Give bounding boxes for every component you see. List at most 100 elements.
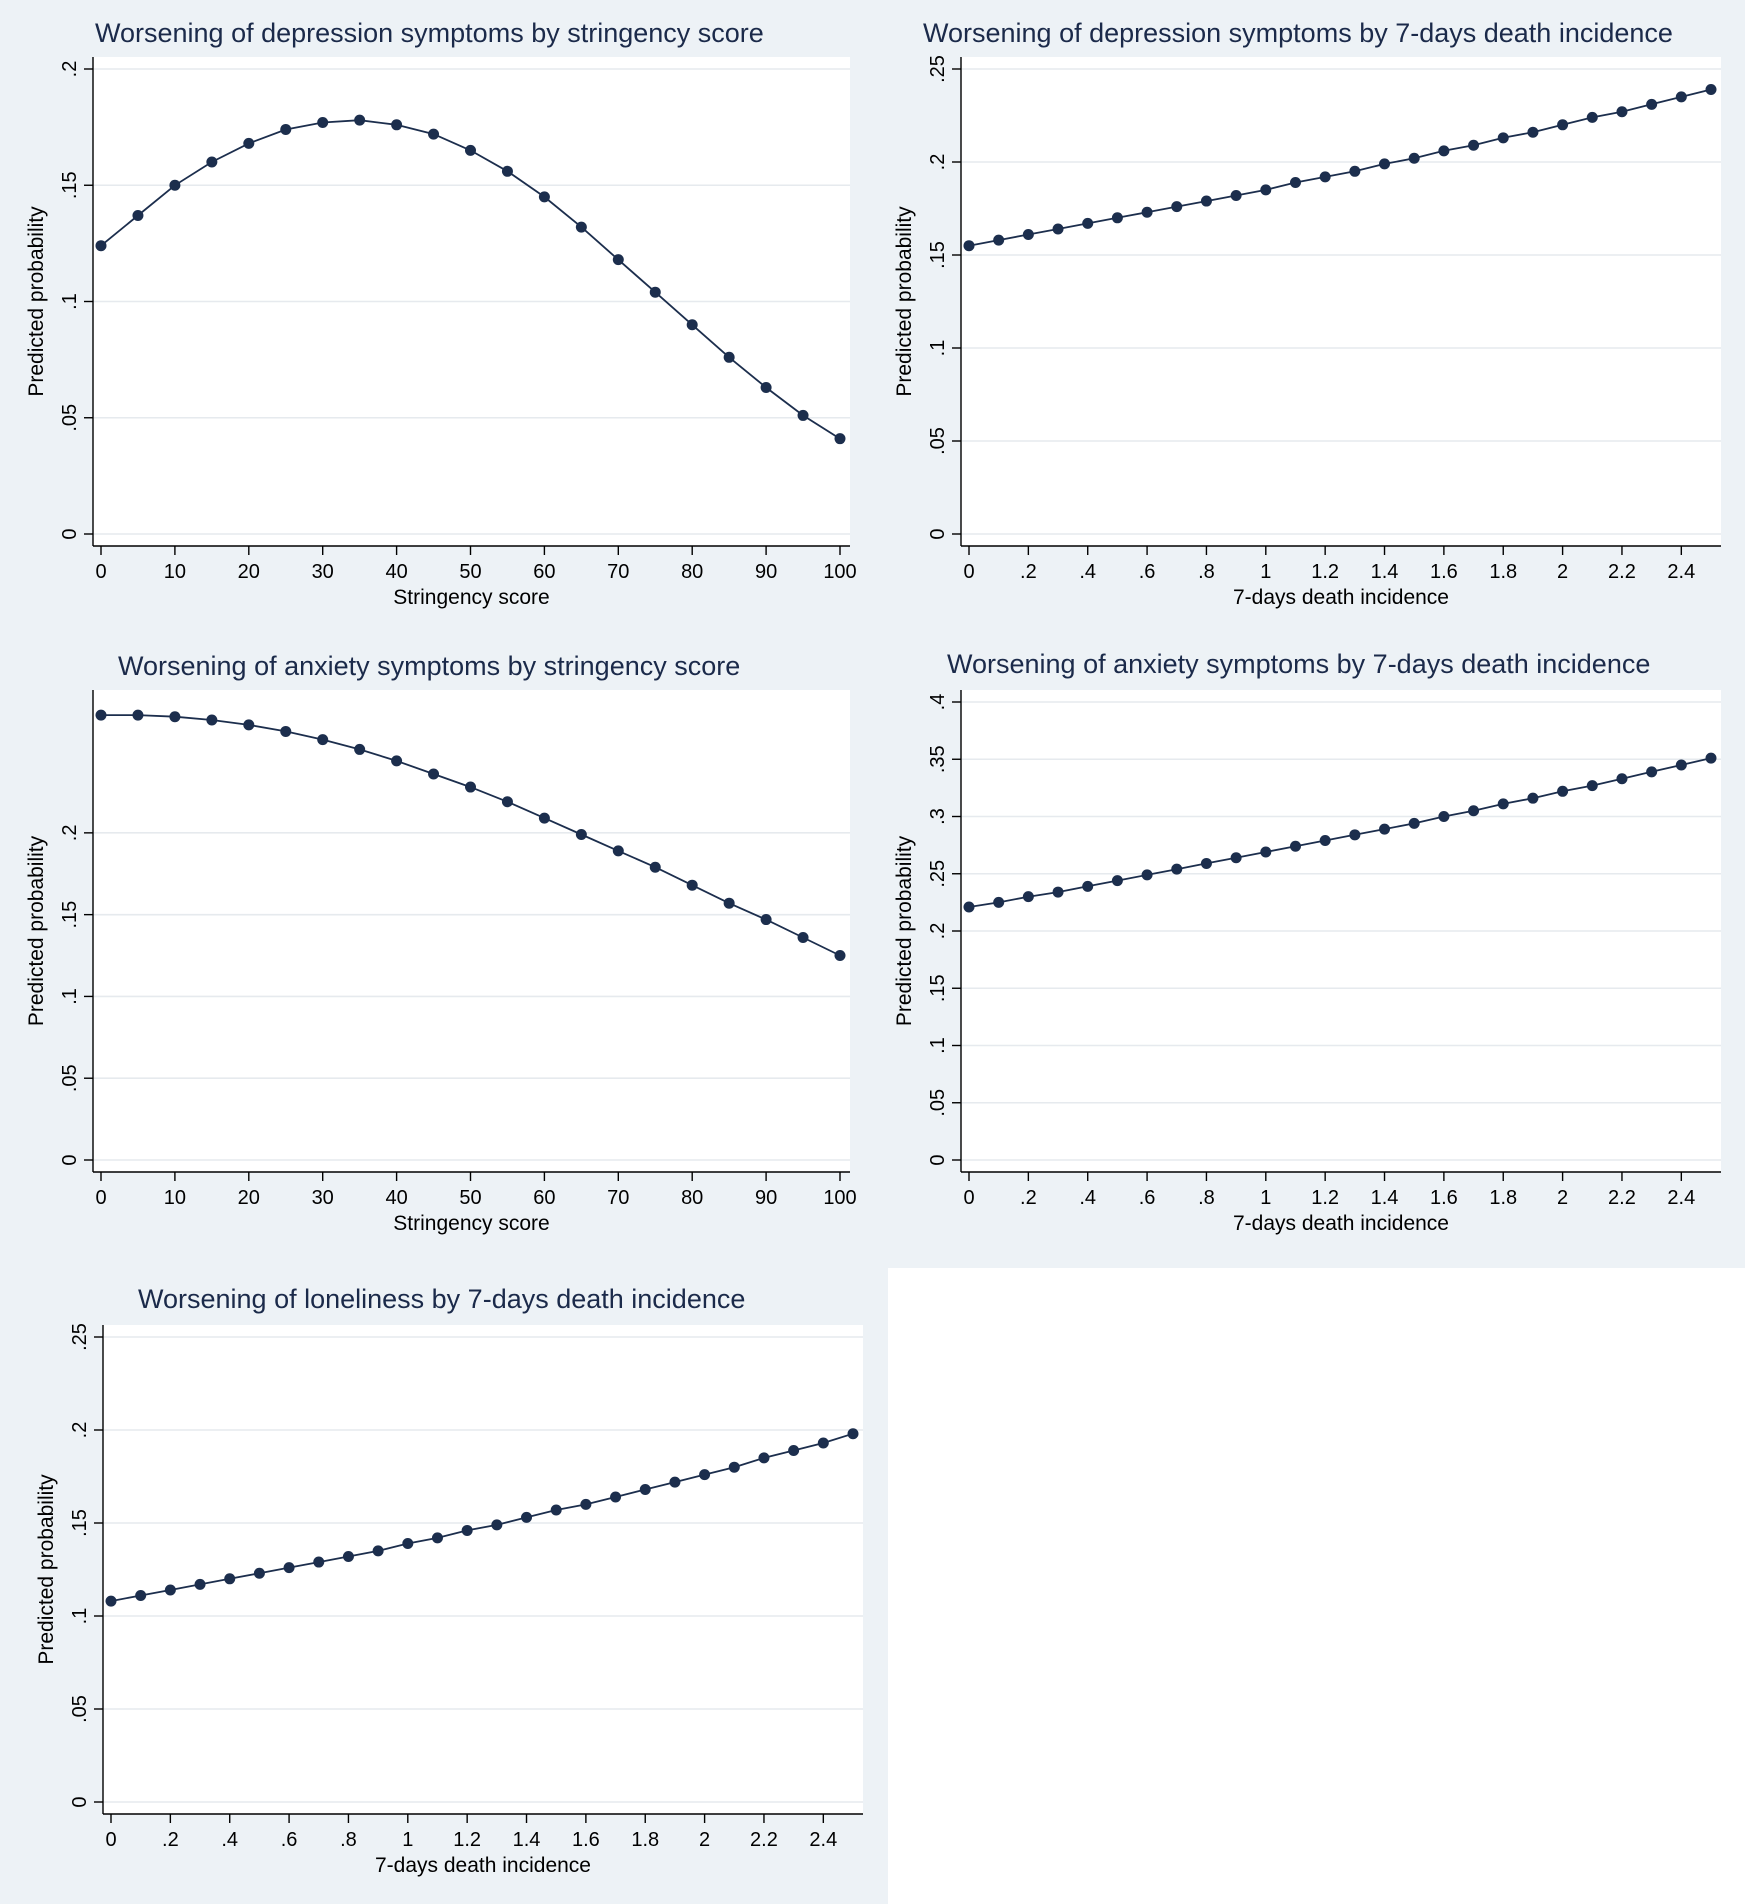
data-point — [538, 191, 550, 203]
x-tick-label: 100 — [823, 561, 856, 583]
data-point — [1260, 184, 1272, 196]
data-point — [993, 234, 1005, 246]
y-tick-label: .4 — [927, 694, 949, 711]
x-tick-label: 1.6 — [1430, 1187, 1458, 1209]
data-point — [317, 734, 329, 746]
data-point — [1616, 106, 1628, 118]
data-point — [283, 1562, 295, 1574]
plot-area — [961, 57, 1721, 546]
x-tick-label: 90 — [755, 1187, 777, 1209]
y-tick-label: .05 — [69, 1695, 91, 1723]
data-point — [372, 1545, 384, 1557]
x-tick-label: 40 — [385, 561, 407, 583]
chart-title: Worsening of depression symptoms by stri… — [95, 18, 764, 48]
data-point — [169, 179, 181, 191]
data-point — [1675, 91, 1687, 103]
data-point — [788, 1444, 800, 1456]
data-point — [760, 382, 772, 394]
x-tick-label: 2.4 — [809, 1829, 837, 1851]
x-tick-label: 1.4 — [513, 1829, 541, 1851]
x-tick-label: .4 — [221, 1829, 238, 1851]
data-point — [1586, 780, 1598, 792]
data-point — [575, 221, 587, 233]
data-point — [1141, 206, 1153, 218]
data-point — [1200, 857, 1212, 869]
data-point — [402, 1537, 414, 1549]
data-point — [797, 932, 809, 944]
data-point — [1438, 811, 1450, 822]
y-tick-label: .15 — [59, 171, 81, 199]
y-tick-label: .05 — [59, 1064, 81, 1092]
y-axis-label: Predicted probability — [25, 835, 48, 1026]
y-tick-label: .15 — [69, 1509, 91, 1537]
data-point — [669, 1476, 681, 1488]
chart-1: 0 .05 .1 .15 .2 0 10 20 30 40 50 60 70 80 90 100 Worseni… — [25, 18, 857, 609]
data-point — [723, 351, 735, 363]
data-point — [1379, 823, 1391, 835]
x-tick-label: 1 — [402, 1829, 413, 1851]
chart-3: 0 .05 .1 .15 .2 0 10 20 30 40 50 60 70 80 90 100 Worseni… — [25, 651, 857, 1235]
y-tick-label: .25 — [69, 1323, 91, 1351]
data-point — [1527, 792, 1539, 804]
data-point — [1408, 817, 1420, 829]
data-point — [1468, 139, 1480, 151]
data-point — [817, 1437, 829, 1449]
x-tick-label: 60 — [533, 561, 555, 583]
data-point — [206, 714, 218, 726]
y-tick-label: 0 — [59, 1154, 81, 1165]
data-point — [354, 114, 366, 126]
data-point — [1527, 126, 1539, 138]
x-axis-label: Stringency score — [393, 586, 549, 609]
data-point — [1497, 798, 1509, 810]
x-tick-label: 2.2 — [1608, 1187, 1636, 1209]
chart-title: Worsening of loneliness by 7-days death … — [138, 1284, 745, 1314]
x-tick-label: 1.4 — [1371, 561, 1399, 583]
data-point — [760, 914, 772, 926]
data-point — [1557, 785, 1569, 797]
data-point — [164, 1584, 176, 1596]
y-tick-label: .2 — [927, 923, 949, 940]
data-point — [963, 901, 975, 913]
data-point — [95, 709, 107, 721]
data-point — [280, 123, 292, 135]
x-tick-label: 2 — [699, 1829, 710, 1851]
data-point — [95, 240, 107, 252]
data-point — [501, 165, 513, 177]
x-tick-label: 1.2 — [453, 1829, 481, 1851]
data-point — [1319, 835, 1331, 847]
data-point — [1349, 829, 1361, 841]
data-point — [224, 1573, 236, 1585]
data-point — [699, 1469, 711, 1481]
data-point — [1379, 158, 1391, 170]
chart-4: 0 .05 .1 .15 .2 .25 .3 .35 .4 0 .2 .4 .6 .8 1 1.2 1.4 1.6… — [893, 649, 1721, 1235]
x-tick-label: .8 — [340, 1829, 357, 1851]
x-tick-label: 60 — [533, 1187, 555, 1209]
data-point — [1705, 752, 1717, 764]
x-tick-label: 1.6 — [572, 1829, 600, 1851]
data-point — [1052, 886, 1064, 898]
data-point — [1230, 189, 1242, 201]
x-tick-label: 1.2 — [1311, 1187, 1339, 1209]
data-point — [1646, 766, 1658, 778]
data-point — [834, 433, 846, 445]
data-point — [610, 1491, 622, 1503]
chart-title: Worsening of depression symptoms by 7-da… — [923, 18, 1673, 48]
data-point — [1586, 111, 1598, 123]
x-tick-label: .6 — [281, 1829, 298, 1851]
x-axis-label: 7-days death incidence — [375, 1854, 591, 1877]
data-point — [1141, 869, 1153, 881]
data-point — [1675, 759, 1687, 771]
y-axis-label: Predicted probability — [893, 835, 916, 1026]
y-axis-label: Predicted probability — [893, 206, 916, 397]
data-point — [313, 1556, 325, 1568]
data-point — [194, 1578, 206, 1590]
data-point — [686, 319, 698, 331]
x-tick-label: 1.6 — [1430, 561, 1458, 583]
data-point — [1082, 217, 1094, 229]
data-point — [1052, 223, 1064, 235]
data-point — [580, 1498, 592, 1510]
data-point — [1111, 875, 1123, 887]
data-point — [1646, 98, 1658, 110]
data-point — [491, 1519, 503, 1531]
y-tick-label: .35 — [927, 745, 949, 773]
